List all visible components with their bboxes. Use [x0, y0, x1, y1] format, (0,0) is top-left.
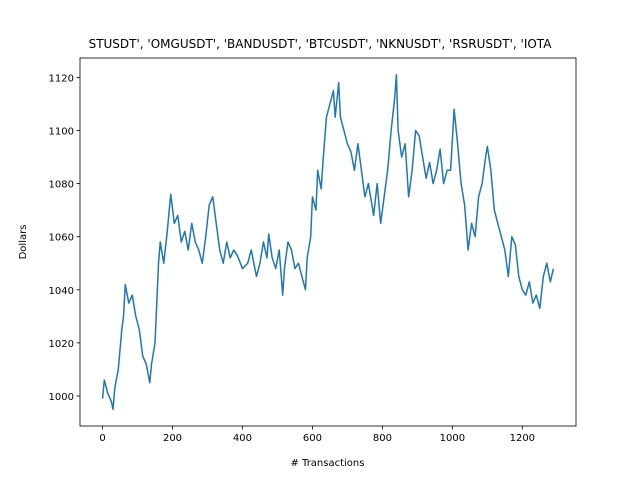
chart-title: STUSDT', 'OMGUSDT', 'BANDUSDT', 'BTCUSDT… — [89, 37, 553, 51]
x-tick-label: 400 — [233, 433, 252, 444]
y-tick-label: 1000 — [49, 392, 74, 403]
y-tick-label: 1060 — [49, 233, 74, 244]
x-tick-label: 800 — [373, 433, 392, 444]
x-tick-label: 0 — [99, 433, 105, 444]
y-tick-label: 1120 — [49, 73, 74, 84]
x-axis-label: # Transactions — [291, 458, 365, 469]
x-tick-label: 1000 — [440, 433, 465, 444]
x-tick-label: 1200 — [510, 433, 535, 444]
y-tick-label: 1100 — [49, 126, 74, 137]
y-tick-label: 1040 — [49, 286, 74, 297]
x-tick-label: 200 — [163, 433, 182, 444]
y-tick-label: 1080 — [49, 180, 74, 191]
y-tick-label: 1020 — [49, 339, 74, 350]
x-tick-label: 600 — [303, 433, 322, 444]
plot-frame — [79, 57, 577, 427]
price-line — [101, 73, 555, 411]
y-axis-label: Dollars — [18, 225, 29, 260]
